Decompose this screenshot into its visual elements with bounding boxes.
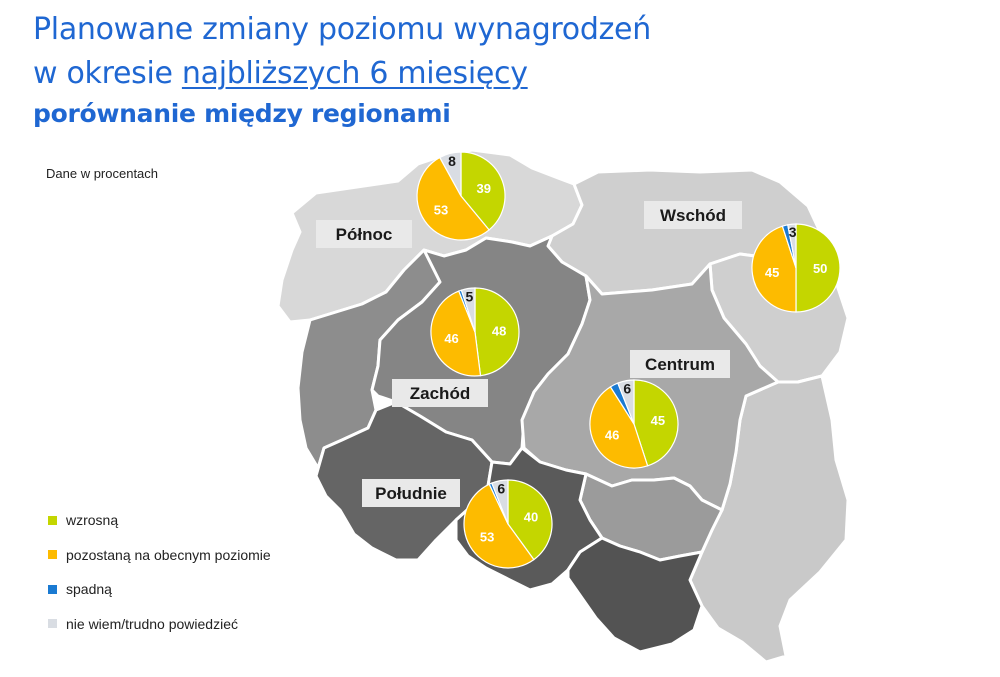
legend: wzrosną pozostaną na obecnym poziomie spad… bbox=[48, 503, 271, 641]
pie-label-zachod-nie_wiem: 5 bbox=[465, 288, 473, 304]
pie-label-poudnie-wzrosna: 40 bbox=[524, 510, 538, 525]
pie-label-poudnie-pozostana: 53 bbox=[480, 529, 494, 544]
region-label-centrum: Centrum bbox=[645, 355, 715, 374]
map-region-poludnie-east bbox=[566, 536, 704, 654]
pie-label-ponoc-wzrosna: 39 bbox=[477, 181, 491, 196]
pie-slice-zachod-pozostana bbox=[430, 290, 482, 377]
region-label-wschod: Wschód bbox=[660, 206, 726, 225]
pie-slice-ponoc-wzrosna bbox=[460, 151, 506, 231]
legend-item-nie_wiem: nie wiem/trudno powiedzieć bbox=[48, 607, 271, 642]
region-label-box-wschod bbox=[644, 201, 742, 229]
region-label-box-zachod bbox=[392, 379, 488, 407]
title-line-2: w okresie najbliższych 6 miesięcy bbox=[33, 52, 651, 96]
title-block: Planowane zmiany poziomu wynagrodzeń w o… bbox=[33, 8, 651, 132]
subtitle: porównanie między regionami bbox=[33, 99, 451, 128]
pie-label-centrum-nie_wiem: 6 bbox=[623, 381, 631, 397]
title-line-1: Planowane zmiany poziomu wynagrodzeń bbox=[33, 12, 651, 47]
region-label-box-ponoc bbox=[316, 220, 412, 248]
pie-slice-poudnie-wzrosna bbox=[507, 479, 553, 561]
data-note: Dane w procentach bbox=[46, 166, 159, 181]
region-label-box-centrum bbox=[630, 350, 730, 378]
pie-wschod: 50 45 3 bbox=[751, 223, 841, 313]
legend-item-spadna: spadną bbox=[48, 572, 271, 607]
pie-ponoc: 39 53 8 bbox=[416, 151, 506, 241]
legend-swatch-pozostana bbox=[48, 550, 57, 560]
pie-slice-ponoc-pozostana bbox=[416, 156, 490, 241]
pie-slice-wschod-nie_wiem bbox=[787, 223, 797, 269]
pie-slice-wschod-pozostana bbox=[751, 225, 797, 313]
pie-zachod: 48 46 5 bbox=[430, 287, 520, 377]
pie-label-wschod-nie_wiem: 3 bbox=[789, 224, 797, 240]
pie-slice-centrum-wzrosna bbox=[633, 379, 679, 467]
pie-centrum: 45 46 6 bbox=[589, 379, 679, 469]
region-labels: Północ Wschód Zachód Centrum Południe bbox=[316, 201, 742, 507]
pie-label-wschod-pozostana: 45 bbox=[765, 265, 779, 280]
pie-slice-zachod-wzrosna bbox=[474, 287, 520, 377]
legend-swatch-wzrosna bbox=[48, 515, 57, 525]
pie-slice-poudnie-pozostana bbox=[463, 483, 535, 569]
pie-slice-centrum-nie_wiem bbox=[617, 379, 635, 425]
pie-slice-ponoc-nie_wiem bbox=[438, 151, 462, 197]
region-label-zachod: Zachód bbox=[410, 384, 470, 403]
pie-slice-wschod-wzrosna bbox=[795, 223, 841, 313]
legend-swatch-spadna bbox=[48, 584, 57, 594]
legend-label-nie_wiem: nie wiem/trudno powiedzieć bbox=[66, 615, 238, 632]
pie-label-poudnie-nie_wiem: 6 bbox=[497, 481, 505, 497]
title-line-2-underlined: najbliższych 6 miesięcy bbox=[181, 56, 528, 91]
pie-label-ponoc-nie_wiem: 8 bbox=[448, 153, 456, 169]
pie-poudnie: 40 53 6 bbox=[463, 479, 553, 569]
region-label-box-poudnie bbox=[362, 479, 460, 507]
legend-item-pozostana: pozostaną na obecnym poziomie bbox=[48, 538, 271, 573]
title-line-2-prefix: w okresie bbox=[33, 56, 182, 91]
pie-label-ponoc-pozostana: 53 bbox=[434, 203, 448, 218]
legend-swatch-nie_wiem bbox=[48, 619, 57, 629]
legend-label-spadna: spadną bbox=[66, 581, 112, 598]
pie-charts: 39 53 8 50 45 3 48 46 5 45 46 6 40 53 6 bbox=[416, 151, 841, 569]
pie-label-wschod-wzrosna: 50 bbox=[813, 261, 827, 276]
legend-label-pozostana: pozostaną na obecnym poziomie bbox=[66, 546, 271, 563]
pie-slice-poudnie-nie_wiem bbox=[491, 479, 509, 525]
legend-item-wzrosna: wzrosną bbox=[48, 503, 271, 538]
region-label-ponoc: Północ bbox=[336, 225, 393, 244]
pie-label-zachod-pozostana: 46 bbox=[444, 331, 458, 346]
pie-label-centrum-pozostana: 46 bbox=[605, 427, 619, 442]
pie-slice-centrum-pozostana bbox=[589, 386, 649, 469]
pie-label-centrum-wzrosna: 45 bbox=[651, 413, 665, 428]
legend-label-wzrosna: wzrosną bbox=[66, 512, 119, 529]
region-label-poudnie: Południe bbox=[375, 484, 447, 503]
pie-slice-zachod-nie_wiem bbox=[460, 287, 476, 333]
pie-label-zachod-wzrosna: 48 bbox=[492, 323, 506, 338]
